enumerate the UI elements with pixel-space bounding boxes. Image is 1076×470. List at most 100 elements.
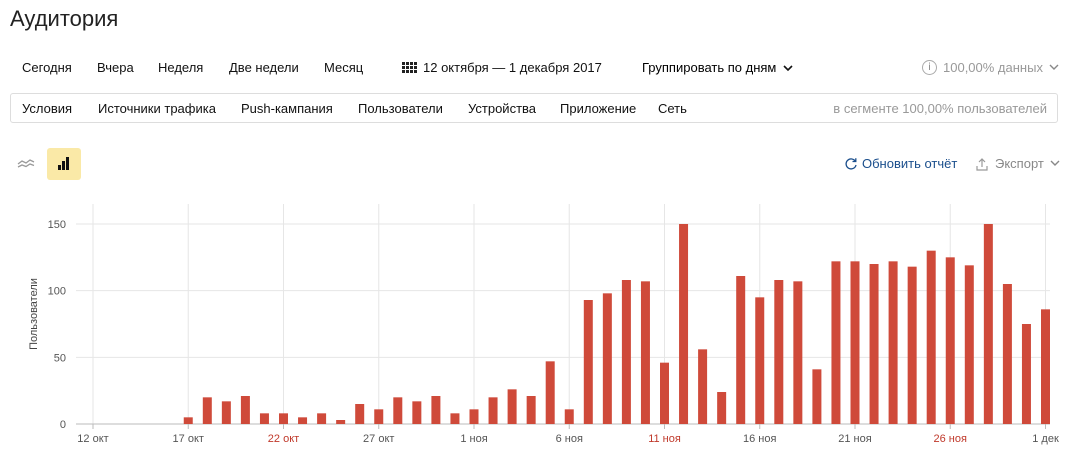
period-month[interactable]: Месяц bbox=[324, 60, 364, 75]
chart-bar bbox=[621, 280, 631, 424]
calendar-grid-icon bbox=[402, 62, 417, 73]
refresh-report-button[interactable]: Обновить отчёт bbox=[844, 156, 957, 171]
chart-bar bbox=[221, 401, 231, 424]
grouping-label: Группировать по дням bbox=[642, 60, 777, 75]
line-chart-icon bbox=[17, 159, 35, 168]
period-yesterday[interactable]: Вчера bbox=[97, 60, 134, 75]
chart-bar bbox=[1041, 309, 1050, 424]
chart-bar bbox=[698, 349, 708, 424]
chevron-down-icon bbox=[783, 65, 793, 72]
x-tick-label: 16 ноя bbox=[743, 433, 776, 445]
chart-bar bbox=[279, 413, 288, 424]
chevron-down-icon bbox=[1049, 64, 1059, 70]
refresh-label: Обновить отчёт bbox=[862, 156, 958, 171]
chart-bar bbox=[393, 397, 403, 424]
chart-bar bbox=[469, 409, 479, 424]
x-tick-label: 26 ноя bbox=[934, 433, 967, 445]
chart-bar bbox=[450, 413, 460, 424]
export-label: Экспорт bbox=[995, 156, 1044, 171]
chart-bar bbox=[926, 250, 936, 424]
segment-tab-push-campaign[interactable]: Push-кампания bbox=[241, 101, 333, 116]
chart-bar bbox=[964, 265, 974, 424]
chart-bar bbox=[545, 361, 555, 424]
chart-bar bbox=[907, 266, 917, 424]
page-title: Аудитория bbox=[10, 6, 119, 31]
date-range-picker[interactable]: 12 октября — 1 декабря 2017 bbox=[402, 60, 602, 75]
chart-bars bbox=[183, 224, 1050, 424]
chart-bar bbox=[679, 224, 689, 424]
period-week[interactable]: Неделя bbox=[158, 60, 204, 75]
x-tick-label: 22 окт bbox=[268, 433, 299, 445]
y-tick-label: 150 bbox=[48, 219, 66, 231]
chart-bar bbox=[355, 404, 365, 424]
segment-tab-conditions[interactable]: Условия bbox=[22, 101, 73, 116]
chart-bar bbox=[660, 362, 669, 424]
chart-bar bbox=[298, 417, 308, 424]
grouping-dropdown[interactable]: Группировать по дням bbox=[642, 60, 793, 75]
chart-bar bbox=[374, 409, 384, 424]
segment-tab-app[interactable]: Приложение bbox=[560, 101, 637, 116]
chart-bar bbox=[850, 261, 860, 424]
chart-bar bbox=[774, 280, 784, 424]
chart-bar bbox=[526, 396, 536, 424]
chart-y-ticks: 0 50 100 150 bbox=[48, 219, 66, 431]
chart-bar bbox=[755, 297, 765, 424]
x-tick-label: 1 ноя bbox=[460, 433, 487, 445]
chart-bar bbox=[202, 397, 212, 424]
chart-bar bbox=[793, 281, 803, 424]
chart-bar bbox=[507, 389, 517, 424]
x-tick-label: 17 окт bbox=[173, 433, 204, 445]
chart-bar bbox=[317, 413, 327, 424]
x-tick-label: 12 окт bbox=[77, 433, 108, 445]
x-tick-label: 27 окт bbox=[363, 433, 394, 445]
x-tick-label: 21 ноя bbox=[838, 433, 871, 445]
segment-tab-devices[interactable]: Устройства bbox=[468, 101, 537, 116]
chart-bar bbox=[602, 293, 612, 424]
chart-bar bbox=[717, 392, 727, 424]
chevron-down-icon bbox=[1050, 160, 1060, 166]
accuracy-dropdown[interactable]: i 100,00% данных bbox=[922, 60, 1059, 75]
date-range-label: 12 октября — 1 декабря 2017 bbox=[423, 60, 602, 75]
segment-bar: Условия Источники трафика Push-кампания … bbox=[10, 93, 1058, 123]
chart-bar bbox=[812, 369, 822, 424]
chart-bar bbox=[488, 397, 498, 424]
chart-horizontal-grid bbox=[76, 223, 1050, 425]
segment-summary: в сегменте 100,00% пользователей bbox=[833, 101, 1047, 116]
chart-bar bbox=[945, 257, 955, 424]
chart-bar bbox=[431, 396, 441, 424]
period-toolbar: Сегодня Вчера Неделя Две недели Месяц 12… bbox=[0, 52, 1076, 82]
bar-chart-icon bbox=[58, 157, 69, 170]
line-chart-button[interactable] bbox=[16, 154, 36, 174]
bar-chart-button[interactable] bbox=[47, 148, 81, 180]
segment-tab-users[interactable]: Пользователи bbox=[358, 101, 443, 116]
x-tick-label: 11 ноя bbox=[648, 433, 681, 445]
chart-bar bbox=[983, 224, 993, 424]
refresh-icon bbox=[845, 157, 857, 170]
chart-bar bbox=[583, 300, 593, 424]
chart-vertical-grid bbox=[92, 204, 1046, 429]
chart-bar bbox=[1021, 324, 1031, 424]
chart-bar bbox=[564, 409, 574, 424]
chart-bar bbox=[183, 417, 193, 424]
chart-bar bbox=[259, 413, 269, 424]
period-two-weeks[interactable]: Две недели bbox=[229, 60, 299, 75]
segment-tab-network[interactable]: Сеть bbox=[658, 101, 687, 116]
chart-bar bbox=[869, 264, 879, 424]
period-today[interactable]: Сегодня bbox=[22, 60, 72, 75]
segment-tab-traffic-sources[interactable]: Источники трафика bbox=[98, 101, 216, 116]
y-tick-label: 100 bbox=[48, 286, 66, 298]
x-tick-label: 1 дек bbox=[1032, 433, 1059, 445]
chart-bar bbox=[736, 276, 746, 424]
info-icon: i bbox=[922, 60, 937, 75]
x-tick-label: 6 ноя bbox=[556, 433, 583, 445]
users-bar-chart: 0 50 100 150 12 окт 17 окт 22 окт 27 окт 1 ноя 6… bbox=[28, 204, 1059, 445]
chart-x-ticks: 12 окт 17 окт 22 окт 27 окт 1 ноя 6 ноя 11 ноя… bbox=[77, 433, 1059, 445]
chart-bar bbox=[831, 261, 841, 424]
y-axis-label: Пользователи bbox=[28, 278, 40, 350]
y-tick-label: 50 bbox=[54, 352, 66, 364]
y-tick-label: 0 bbox=[60, 419, 66, 431]
chart-bar bbox=[240, 396, 250, 424]
export-dropdown[interactable]: Экспорт bbox=[975, 156, 1066, 171]
chart-bar bbox=[412, 401, 422, 424]
export-icon bbox=[976, 157, 988, 171]
